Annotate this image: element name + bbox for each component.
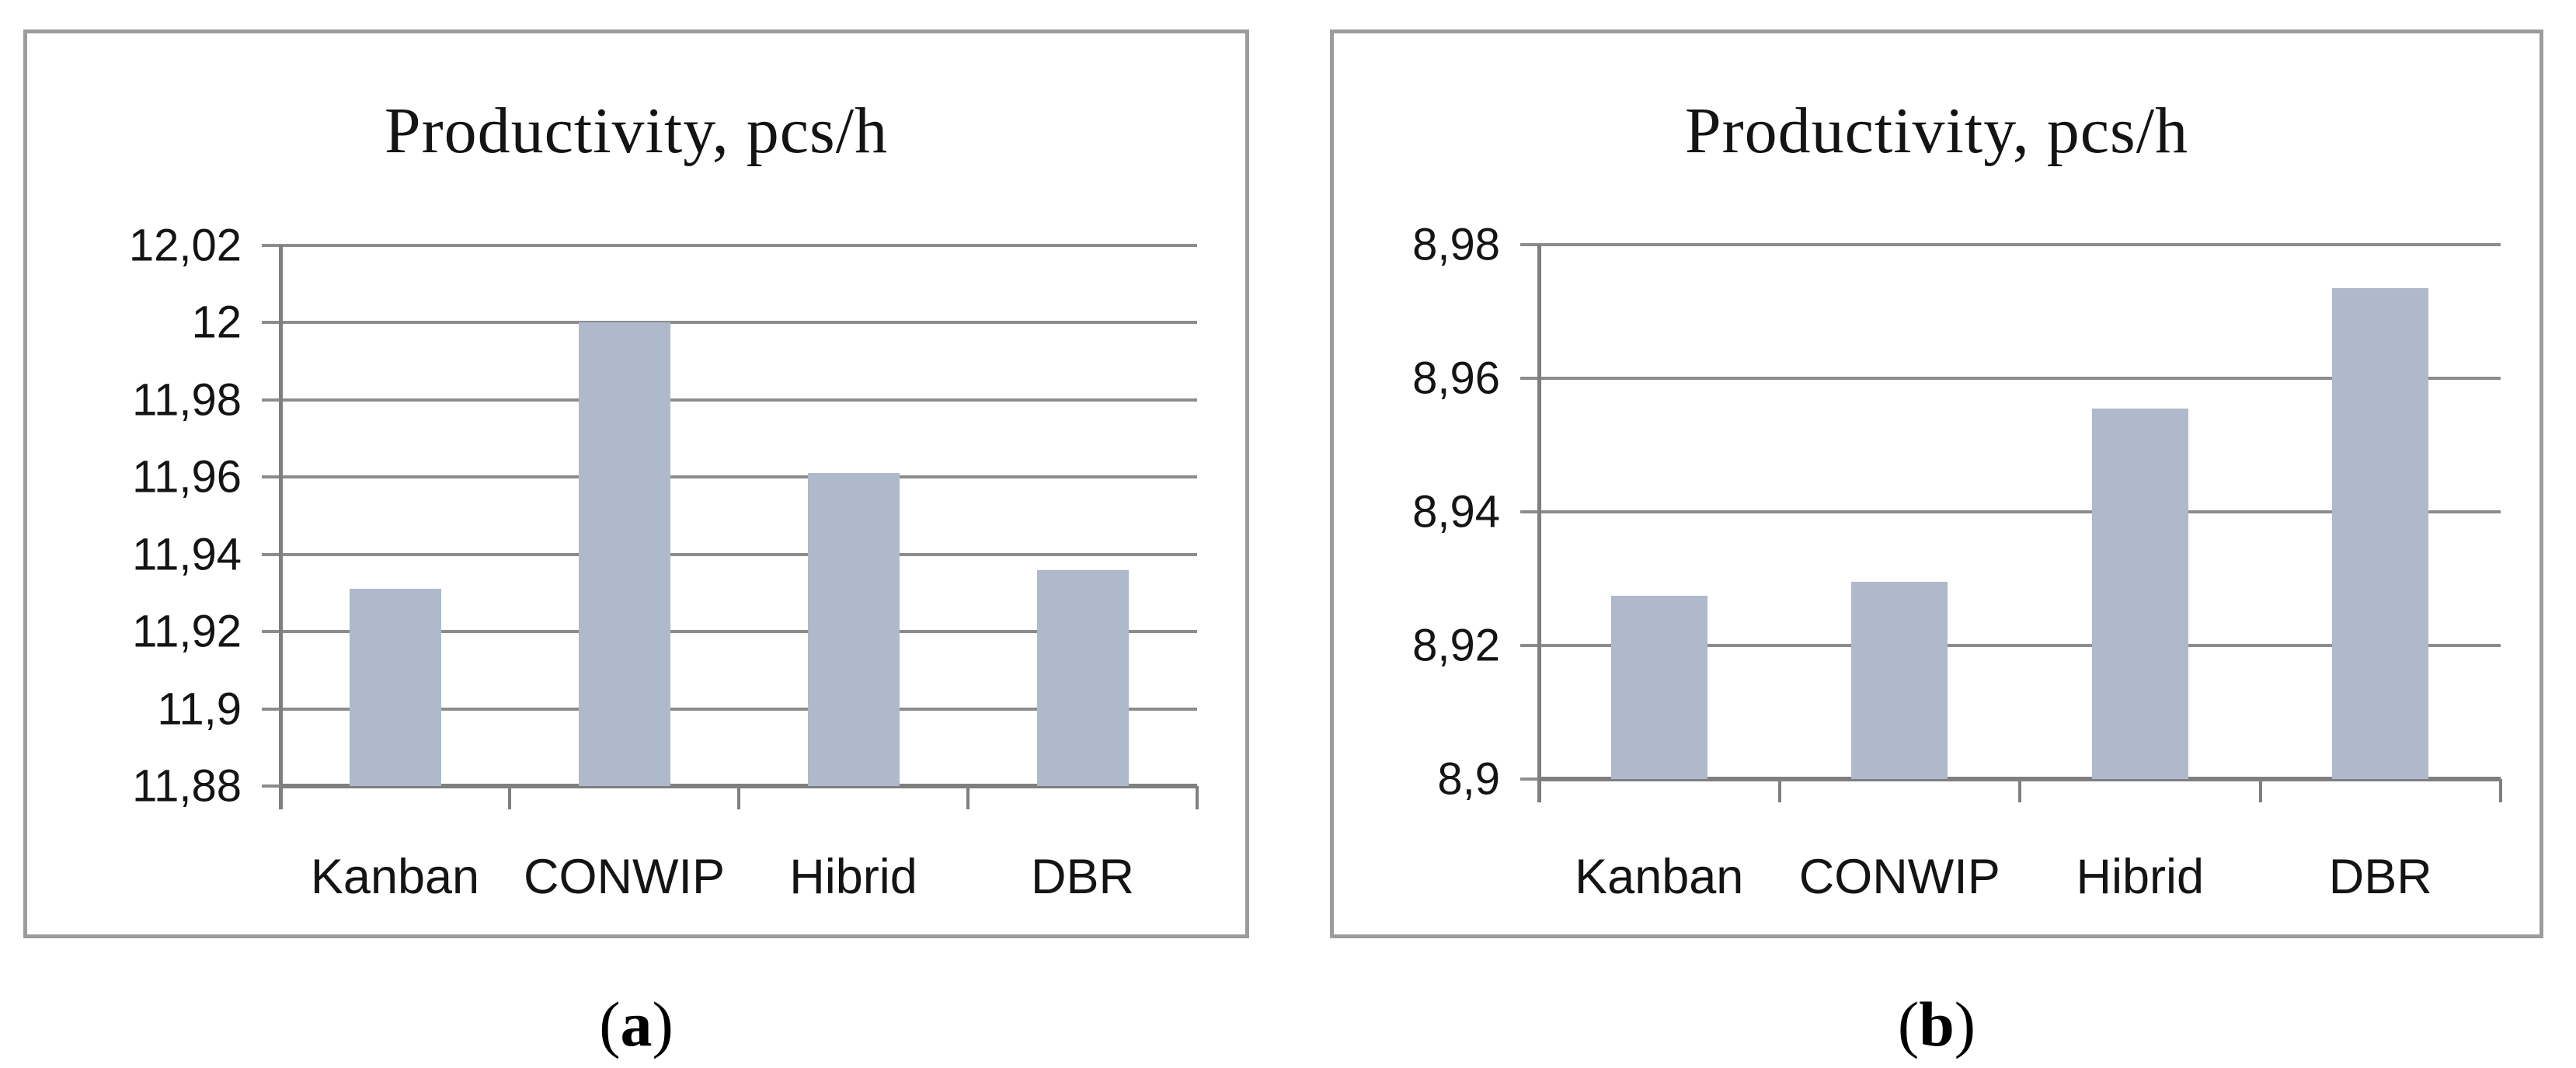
bar-dbr xyxy=(1036,569,1129,786)
gridline xyxy=(1539,510,2501,513)
y-tick-label: 11,9 xyxy=(157,684,242,735)
y-axis-tick xyxy=(262,552,280,556)
caption-b: (b) xyxy=(1330,988,2543,1061)
y-tick-label: 12 xyxy=(191,297,242,348)
x-axis-tick xyxy=(1196,786,1199,809)
caption-b-close-paren: ) xyxy=(1954,989,1976,1059)
x-axis-tick xyxy=(966,786,969,809)
gridline xyxy=(1539,377,2501,380)
caption-a-close-paren: ) xyxy=(652,989,674,1059)
gridline xyxy=(280,630,1197,634)
bar-conwip xyxy=(578,322,670,786)
gridline xyxy=(1539,243,2501,246)
y-axis-tick xyxy=(262,244,280,247)
y-tick-label: 8,96 xyxy=(1412,353,1500,404)
chart-panel-a: Productivity, pcs/h 12,02 12 11,98 11,96 11,… xyxy=(23,30,1249,938)
bar-conwip xyxy=(1851,582,1948,779)
category-label-dbr: DBR xyxy=(2328,850,2432,904)
gridline xyxy=(280,475,1197,479)
chart-panel-b: Productivity, pcs/h 8,98 8,96 8,94 8,92 8,9 K… xyxy=(1330,30,2543,938)
category-label-conwip: CONWIP xyxy=(524,850,725,904)
y-axis-tick xyxy=(1520,510,1539,513)
caption-a-letter: a xyxy=(620,989,653,1059)
y-tick-label: 8,94 xyxy=(1412,486,1500,537)
caption-b-open-paren: ( xyxy=(1897,989,1920,1059)
category-label-hibrid: Hibrid xyxy=(2076,850,2205,904)
gridline xyxy=(280,398,1197,402)
bar-hibrid xyxy=(2091,408,2188,779)
category-label-kanban: Kanban xyxy=(1575,850,1744,904)
bar-kanban xyxy=(349,589,441,786)
x-axis-tick xyxy=(737,786,740,809)
bar-dbr xyxy=(2332,287,2429,779)
y-tick-label: 12,02 xyxy=(128,220,242,271)
x-axis-tick xyxy=(279,786,282,809)
chart-title-b: Productivity, pcs/h xyxy=(1684,95,2189,167)
gridline xyxy=(280,321,1197,325)
caption-a: (a) xyxy=(23,988,1249,1061)
y-axis-tick xyxy=(1520,377,1539,380)
y-axis-tick xyxy=(262,707,280,711)
y-axis-tick xyxy=(262,398,280,402)
category-label-kanban: Kanban xyxy=(310,850,480,904)
y-axis-tick xyxy=(262,630,280,634)
y-tick-label: 11,98 xyxy=(132,374,242,426)
y-tick-label: 8,92 xyxy=(1412,620,1500,671)
gridline xyxy=(280,707,1197,711)
caption-a-open-paren: ( xyxy=(599,989,621,1059)
y-axis-tick xyxy=(1520,243,1539,246)
x-axis-tick xyxy=(2018,779,2021,802)
caption-b-letter: b xyxy=(1919,989,1955,1059)
y-axis-tick xyxy=(262,784,280,788)
y-axis-line xyxy=(1537,245,1541,802)
y-tick-label: 11,88 xyxy=(132,760,242,812)
y-axis-line xyxy=(278,245,283,809)
category-label-conwip: CONWIP xyxy=(1798,850,2000,904)
x-axis-tick xyxy=(508,786,511,809)
bar-hibrid xyxy=(807,473,900,786)
bar-kanban xyxy=(1610,595,1707,779)
category-label-dbr: DBR xyxy=(1030,850,1135,904)
y-tick-label: 11,92 xyxy=(132,606,242,657)
gridline xyxy=(280,244,1197,247)
y-axis-tick xyxy=(1520,644,1539,647)
gridline xyxy=(280,552,1197,556)
x-axis-tick xyxy=(2499,779,2502,802)
y-tick-label: 11,96 xyxy=(132,451,242,503)
category-label-hibrid: Hibrid xyxy=(789,850,917,904)
y-axis-tick xyxy=(1520,778,1539,781)
chart-title-a: Productivity, pcs/h xyxy=(384,95,889,167)
y-axis-tick xyxy=(262,321,280,325)
x-axis-tick xyxy=(2258,779,2262,802)
x-axis-tick xyxy=(1777,779,1781,802)
y-tick-label: 8,9 xyxy=(1437,753,1500,805)
x-axis-tick xyxy=(1537,779,1540,802)
y-axis-tick xyxy=(262,475,280,479)
y-tick-label: 11,94 xyxy=(132,529,242,580)
gridline xyxy=(1539,644,2501,647)
y-tick-label: 8,98 xyxy=(1412,219,1500,270)
